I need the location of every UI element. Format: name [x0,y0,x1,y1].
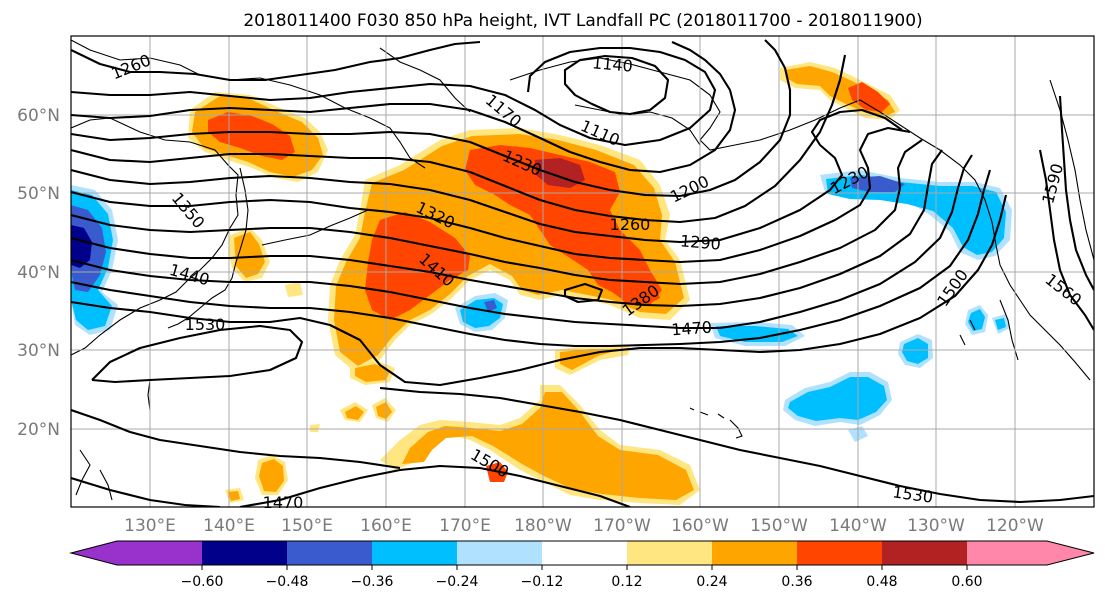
colorbar-tick-label: 0.12 [611,574,642,590]
ivt-negative-region [788,377,887,421]
lon-label: 130°W [907,516,965,536]
lat-label: 20°N [17,420,60,440]
latitude-labels: 60°N 50°N 40°N 30°N 20°N [17,106,60,440]
colorbar-tick-label: 0.36 [781,574,812,590]
colorbar-extend-max [1047,541,1094,565]
ivt-positive-region [402,392,694,500]
lon-label: 160°E [360,516,412,536]
colorbar-tick-label: 0.48 [866,574,897,590]
colorbar-segment [542,541,627,565]
colorbar-segment [117,541,202,565]
ivt-positive-region [355,364,390,382]
colorbar-tick-label: −0.12 [521,574,564,590]
lon-label: 120°W [986,516,1044,536]
lon-label: 150°W [750,516,808,536]
lat-label: 60°N [17,106,60,126]
colorbar: −0.60 −0.48 −0.36 −0.24 −0.12 0.12 0.24 … [69,540,1095,590]
ivt-positive-region [259,459,284,492]
map-border [70,35,1095,508]
colorbar-tick-label: −0.36 [351,574,394,590]
lon-label: 180°W [514,516,572,536]
ivt-shading [71,62,1012,505]
lon-label: 160°W [671,516,729,536]
ivt-negative-region [826,175,1006,255]
height-contours [71,39,1094,507]
colorbar-ticks [201,565,968,570]
contour-label: 1470 [671,318,713,340]
contour-label: 1530 [185,315,226,334]
ivt-positive-region [465,145,662,305]
map-title: 2018011400 F030 850 hPa height, IVT Land… [243,11,922,31]
colorbar-segment [797,541,882,565]
ivt-positive-region [560,349,622,370]
lon-label: 170°E [439,516,491,536]
ivt-negative-region [902,338,928,364]
contour-label: 1290 [679,231,721,253]
lon-label: 130°E [124,516,176,536]
colorbar-segment [882,541,967,565]
colorbar-tick-label: −0.48 [266,574,309,590]
lon-label: 170°W [593,516,651,536]
ivt-positive-region [208,112,295,160]
contour-label: 1470 [263,493,304,512]
colorbar-segment [287,541,372,565]
lon-label: 150°E [281,516,333,536]
lat-label: 50°N [17,184,60,204]
ivt-negative-region [968,309,1006,331]
colorbar-tick-label: −0.24 [436,574,479,590]
ivt-negative-region [484,300,497,312]
colorbar-segment [457,541,542,565]
colorbar-segment [712,541,797,565]
colorbar-extend-min [71,541,117,565]
lon-label: 140°E [203,516,255,536]
contour-label: 1140 [591,53,633,75]
ivt-negative-region [71,225,92,268]
graticule [71,36,1094,507]
contour-label: 1260 [610,215,651,234]
colorbar-segment [202,541,287,565]
colorbar-outline [69,540,1095,566]
colorbar-segment [627,541,712,565]
ivt-negative-region [850,176,905,192]
colorbar-tick-label: 0.60 [951,574,982,590]
colorbar-segment [372,541,457,565]
colorbar-segment [967,541,1047,565]
colorbar-tick-label: 0.24 [696,574,727,590]
longitude-labels: 130°E 140°E 150°E 160°E 170°E 180°W 170°… [124,516,1044,536]
ivt-negative-region [716,326,798,342]
lat-label: 30°N [17,341,60,361]
colorbar-tick-label: −0.60 [181,574,224,590]
lat-label: 40°N [17,263,60,283]
lon-label: 140°W [829,516,887,536]
